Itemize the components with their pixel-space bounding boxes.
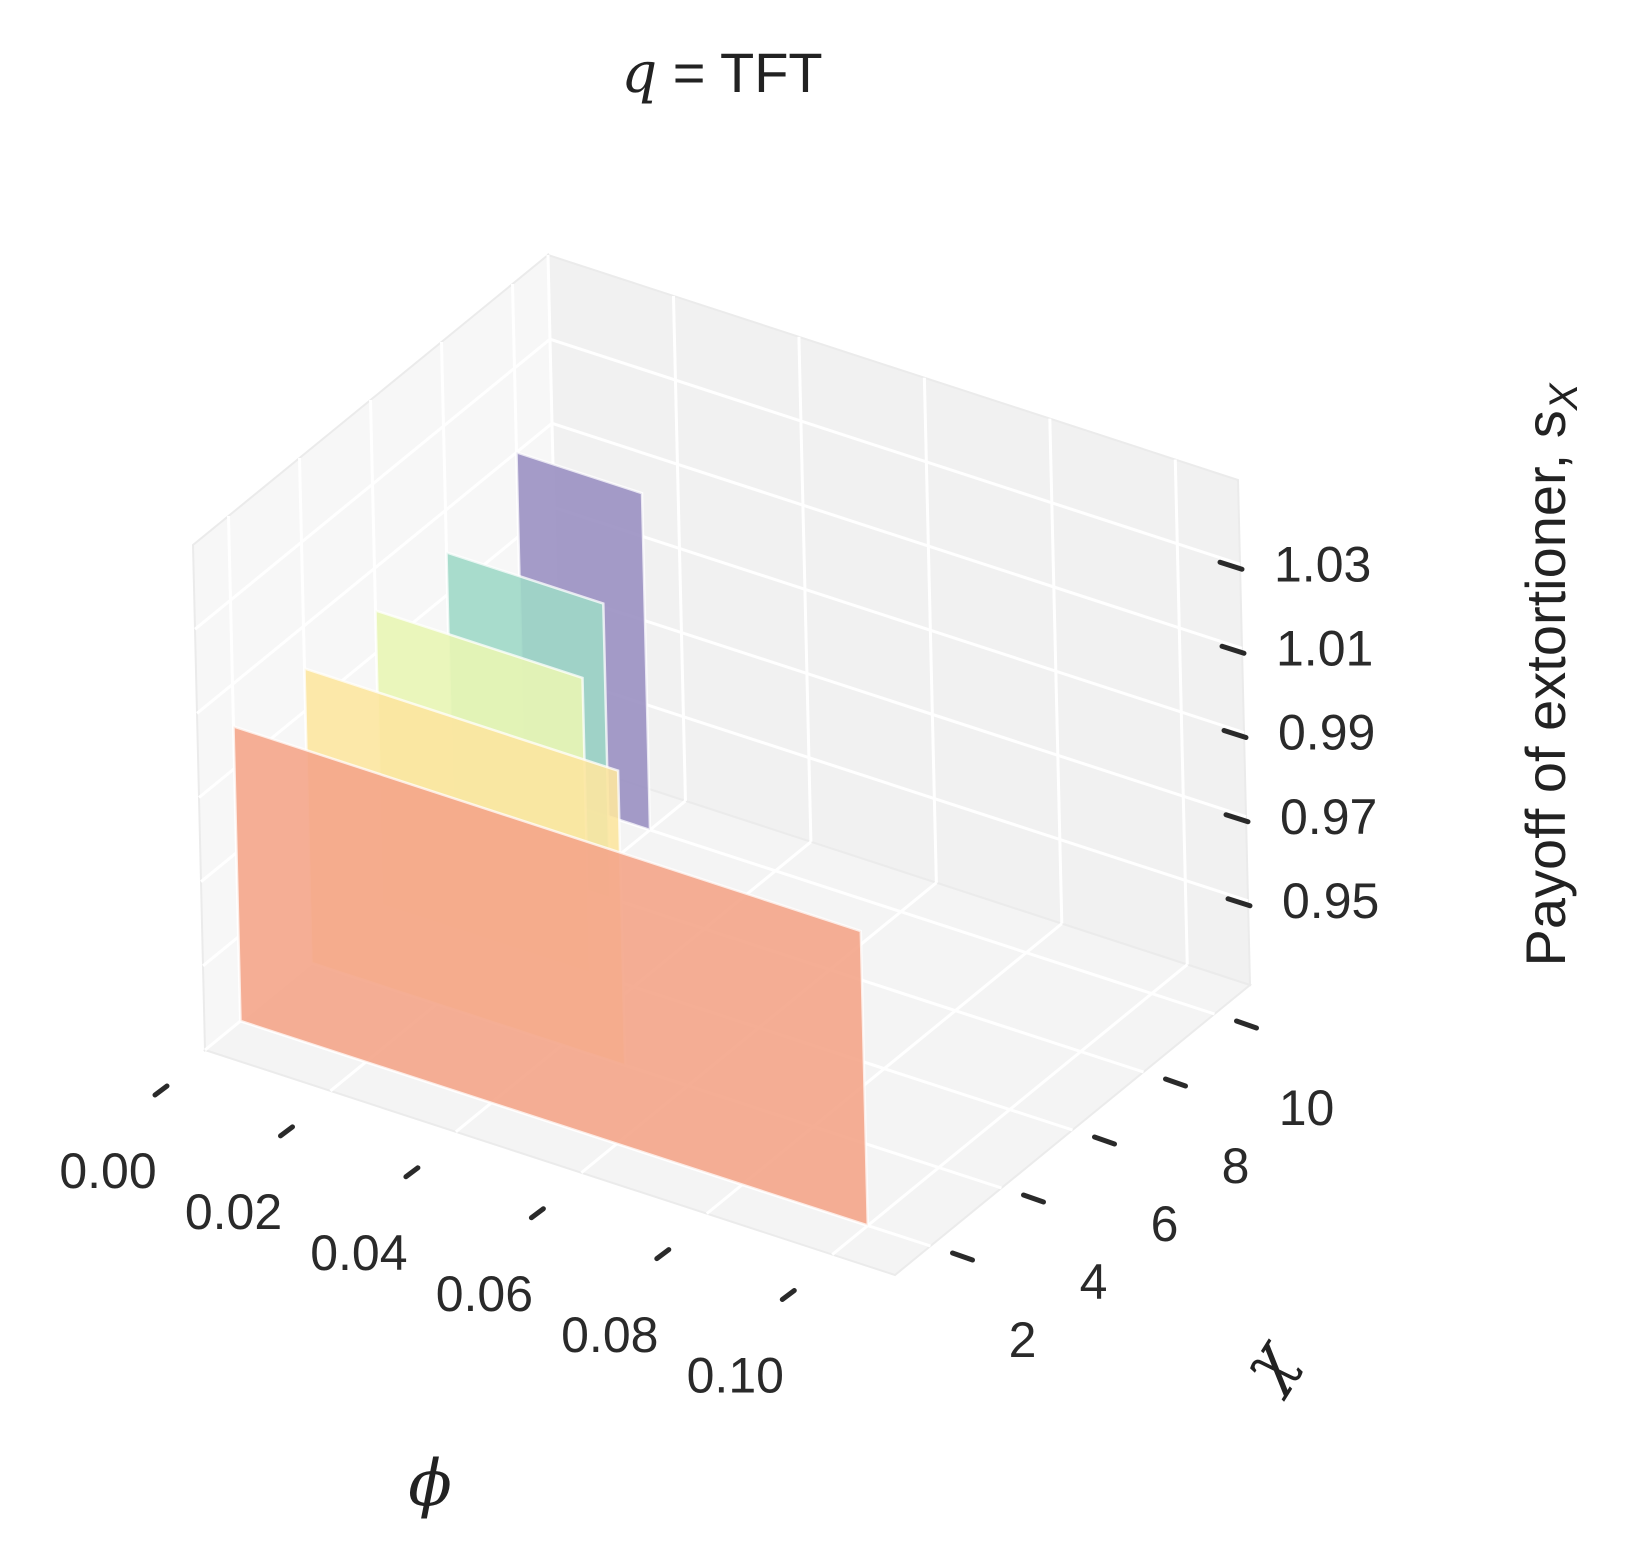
z-tick-mark [1225,896,1253,909]
y-tick-label: 6 [1151,1196,1179,1252]
grid-line-z [557,674,1249,903]
y-tick-label: 10 [1279,1080,1335,1136]
z-tick-label: 1.03 [1274,536,1371,592]
x-tick-label: 0.10 [687,1348,784,1404]
grid-line-z [194,338,551,631]
bar-chi-2 [232,724,870,1228]
y-tick-mark [1163,1076,1188,1089]
x-tick-mark [278,1124,295,1139]
y-tick-label: 8 [1222,1138,1250,1194]
x-tick-label: 0.08 [561,1307,658,1363]
x-tick-label: 0.04 [310,1225,407,1281]
x-axis-label: ϕ [408,1447,452,1521]
x-tick-mark [528,1206,546,1221]
y-tick-label: 4 [1080,1254,1108,1310]
grid-line-z [553,506,1245,734]
z-tick-mark [1217,559,1245,572]
x-tick-mark [779,1288,797,1302]
x-tick-mark [403,1165,421,1180]
bar-planes [232,450,870,1228]
grid-line-z [555,590,1247,819]
x-tick-label: 0.02 [185,1184,282,1240]
chart-title: q = TFT [621,41,822,106]
grid-line-z [549,337,1241,566]
z-tick-label: 1.01 [1276,621,1373,677]
z-axis-label-text: Payoff of extortioner, s [1514,410,1577,966]
x-tick-mark [654,1247,672,1262]
y-tick-mark [1021,1192,1046,1205]
title-equals: = [657,41,720,104]
y-tick-label: 2 [1009,1312,1037,1368]
y-tick-mark [950,1250,975,1263]
x-tick-label: 0.00 [59,1143,156,1199]
title-value: TFT [720,41,823,104]
x-tick-label: 0.06 [436,1266,533,1322]
grid-line-z [196,422,553,715]
y-axis-label: χ [1223,1325,1310,1403]
z-tick-mark [1223,812,1251,825]
z-axis-label: Payoff of extortioner, sX [1514,382,1586,966]
y-tick-mark [1092,1134,1117,1147]
z-tick-label: 0.99 [1278,705,1375,761]
z-tick-mark [1221,728,1249,740]
z-tick-label: 0.95 [1282,873,1379,929]
z-tick-mark [1219,643,1247,656]
title-variable: q [621,41,657,106]
x-tick-mark [152,1083,170,1098]
grid-line-z [551,421,1243,650]
z-axis-label-subscript: X [1542,382,1586,411]
y-tick-mark [1234,1018,1259,1031]
z-tick-label: 0.97 [1280,789,1377,845]
